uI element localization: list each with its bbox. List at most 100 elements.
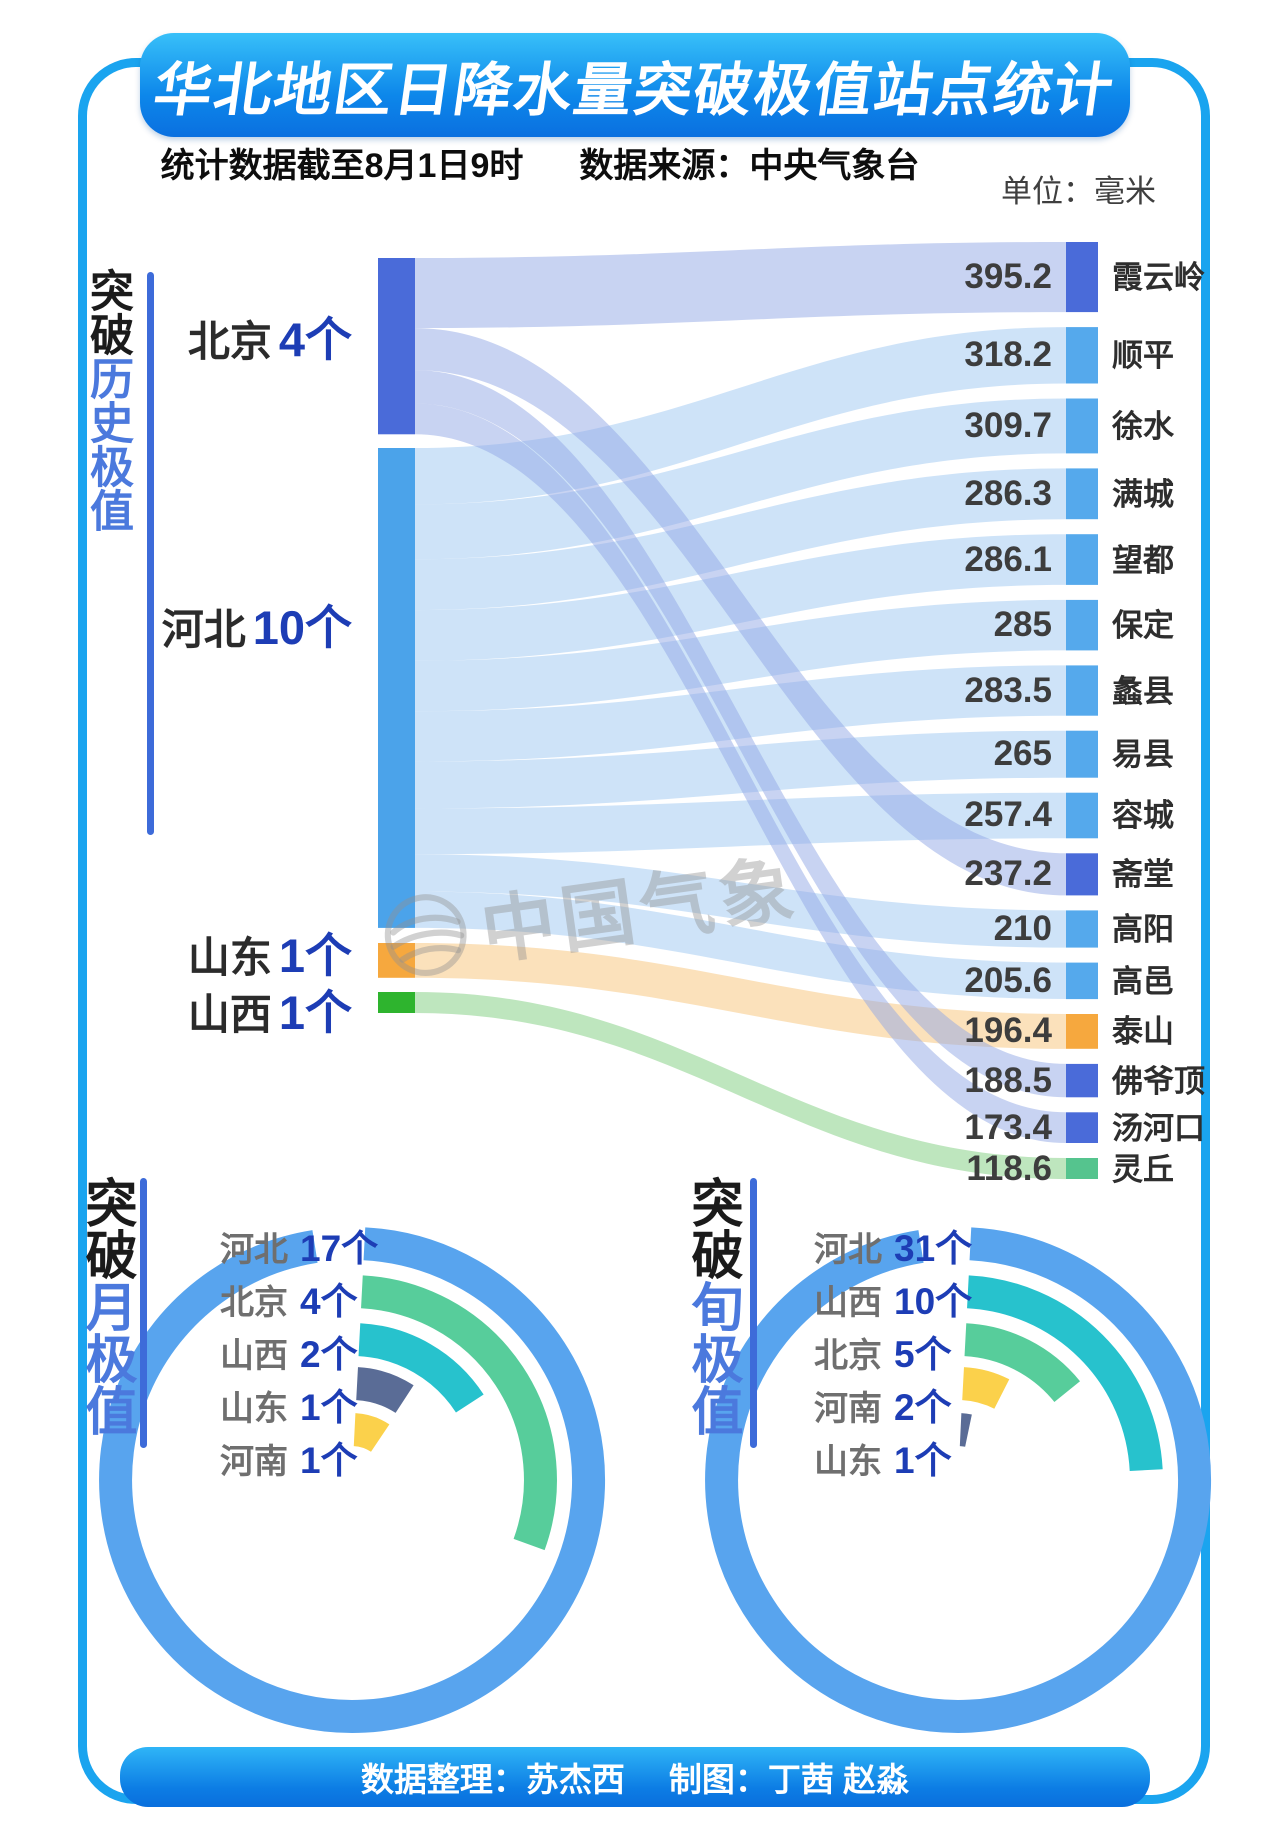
radial-arc bbox=[358, 1323, 484, 1413]
subtitle-source: 数据来源：中央气象台 bbox=[579, 147, 920, 185]
legend-row: 河南 2个 bbox=[752, 1377, 972, 1430]
station-name: 佛爷顶 bbox=[1112, 1063, 1205, 1099]
station-name: 蠡县 bbox=[1112, 673, 1174, 709]
legend-province: 河北 bbox=[220, 1231, 288, 1269]
legend-count: 1个 bbox=[300, 1387, 358, 1428]
station-name: 顺平 bbox=[1112, 338, 1174, 374]
station-name: 满城 bbox=[1112, 476, 1174, 512]
radial-arc bbox=[99, 1227, 606, 1733]
legend-row: 山东 1个 bbox=[752, 1430, 972, 1483]
radial-arc bbox=[355, 1367, 414, 1414]
radial-arc bbox=[961, 1367, 1010, 1409]
title-banner: 华北地区日降水量突破极值站点统计 bbox=[140, 33, 1130, 137]
station-name: 斋堂 bbox=[1112, 857, 1174, 893]
legend-row: 河北 31个 bbox=[752, 1218, 972, 1271]
station-name: 易县 bbox=[1112, 737, 1174, 773]
legend-province: 山东 bbox=[220, 1390, 288, 1428]
legend-province: 河南 bbox=[220, 1443, 288, 1481]
station-node bbox=[1066, 1063, 1098, 1098]
station-value: 173.4 bbox=[964, 1107, 1052, 1147]
station-node bbox=[1066, 242, 1098, 313]
radial-arc bbox=[705, 1227, 1212, 1733]
station-value: 257.4 bbox=[964, 795, 1052, 835]
source-count: 4个 bbox=[278, 313, 352, 367]
radial-arcs bbox=[99, 1227, 1212, 1733]
legend-province: 河南 bbox=[814, 1390, 882, 1428]
accent-line-tenday bbox=[750, 1178, 757, 1448]
station-value: 283.5 bbox=[964, 670, 1052, 710]
station-node bbox=[1066, 853, 1098, 896]
source-count: 1个 bbox=[278, 985, 352, 1039]
legend-province: 山西 bbox=[220, 1337, 288, 1375]
legend-monthly: 河北 17个 北京 4个 山西 2个 山东 1个 河南 1个 bbox=[158, 1218, 378, 1483]
section-title-main: 月极值 bbox=[77, 1280, 135, 1436]
station-value: 286.1 bbox=[964, 539, 1052, 579]
legend-row: 河南 1个 bbox=[158, 1430, 378, 1483]
station-name: 保定 bbox=[1112, 608, 1174, 644]
source-node bbox=[378, 258, 415, 435]
flow-ribbon bbox=[415, 370, 1066, 1098]
station-node bbox=[1066, 534, 1098, 585]
station-node bbox=[1066, 398, 1098, 454]
radial-arc bbox=[959, 1413, 972, 1447]
station-node bbox=[1066, 910, 1098, 948]
unit-label: 单位：毫米 bbox=[1001, 174, 1156, 209]
station-name: 灵丘 bbox=[1112, 1151, 1174, 1187]
station-name: 高邑 bbox=[1112, 963, 1174, 999]
station-node bbox=[1066, 792, 1098, 839]
station-value: 265 bbox=[993, 734, 1052, 774]
legend-count: 4个 bbox=[300, 1281, 358, 1322]
source-label: 河北 10个 bbox=[130, 600, 352, 668]
legend-count: 10个 bbox=[894, 1281, 973, 1322]
section-title-main: 旬极值 bbox=[683, 1280, 741, 1436]
legend-row: 北京 4个 bbox=[158, 1271, 378, 1324]
section-title-historical: 突破历史极值 bbox=[83, 268, 132, 532]
section-title-prefix: 突破 bbox=[77, 1176, 135, 1280]
station-node bbox=[1066, 730, 1098, 778]
section-title-monthly: 突破月极值 bbox=[77, 1176, 135, 1436]
credits-data: 数据整理：苏杰西 bbox=[360, 1761, 625, 1798]
source-count: 10个 bbox=[252, 600, 352, 654]
station-value: 196.4 bbox=[964, 1011, 1052, 1051]
legend-count: 17个 bbox=[300, 1228, 379, 1269]
station-name: 徐水 bbox=[1112, 408, 1174, 444]
source-count: 1个 bbox=[278, 929, 352, 983]
source-node bbox=[378, 448, 415, 928]
station-node bbox=[1066, 962, 1098, 1000]
flow-ribbon bbox=[415, 468, 1066, 611]
radial-arc bbox=[360, 1275, 557, 1551]
section-title-prefix: 突破 bbox=[83, 268, 132, 356]
legend-row: 北京 5个 bbox=[752, 1324, 972, 1377]
source-node bbox=[378, 992, 415, 1013]
station-name: 望都 bbox=[1112, 542, 1174, 578]
legend-count: 31个 bbox=[894, 1228, 973, 1269]
source-province: 河北 bbox=[161, 605, 246, 653]
station-node bbox=[1066, 665, 1098, 716]
station-value: 309.7 bbox=[964, 405, 1052, 445]
station-value: 188.5 bbox=[964, 1060, 1052, 1100]
source-province: 北京 bbox=[187, 318, 272, 366]
legend-count: 2个 bbox=[300, 1334, 358, 1375]
legend-tenday: 河北 31个 山西 10个 北京 5个 河南 2个 山东 1个 bbox=[752, 1218, 972, 1483]
section-title-main: 历史极值 bbox=[83, 356, 132, 532]
flow-ribbon bbox=[415, 665, 1066, 762]
source-province: 山西 bbox=[187, 990, 272, 1038]
legend-count: 5个 bbox=[894, 1334, 952, 1375]
flow-ribbon bbox=[415, 242, 1066, 329]
station-name: 容城 bbox=[1112, 798, 1174, 834]
legend-province: 北京 bbox=[220, 1284, 288, 1322]
source-label: 北京 4个 bbox=[130, 312, 352, 380]
station-value: 285 bbox=[993, 605, 1052, 645]
station-value: 205.6 bbox=[964, 960, 1052, 1000]
station-node bbox=[1066, 1112, 1098, 1143]
flow-ribbon bbox=[415, 891, 1066, 999]
legend-province: 山东 bbox=[814, 1443, 882, 1481]
legend-province: 山西 bbox=[814, 1284, 882, 1322]
subtitle: 统计数据截至8月1日9时 数据来源：中央气象台 bbox=[80, 138, 1000, 187]
legend-province: 河北 bbox=[814, 1231, 882, 1269]
source-province: 山东 bbox=[187, 934, 272, 982]
station-value: 210 bbox=[993, 908, 1052, 948]
